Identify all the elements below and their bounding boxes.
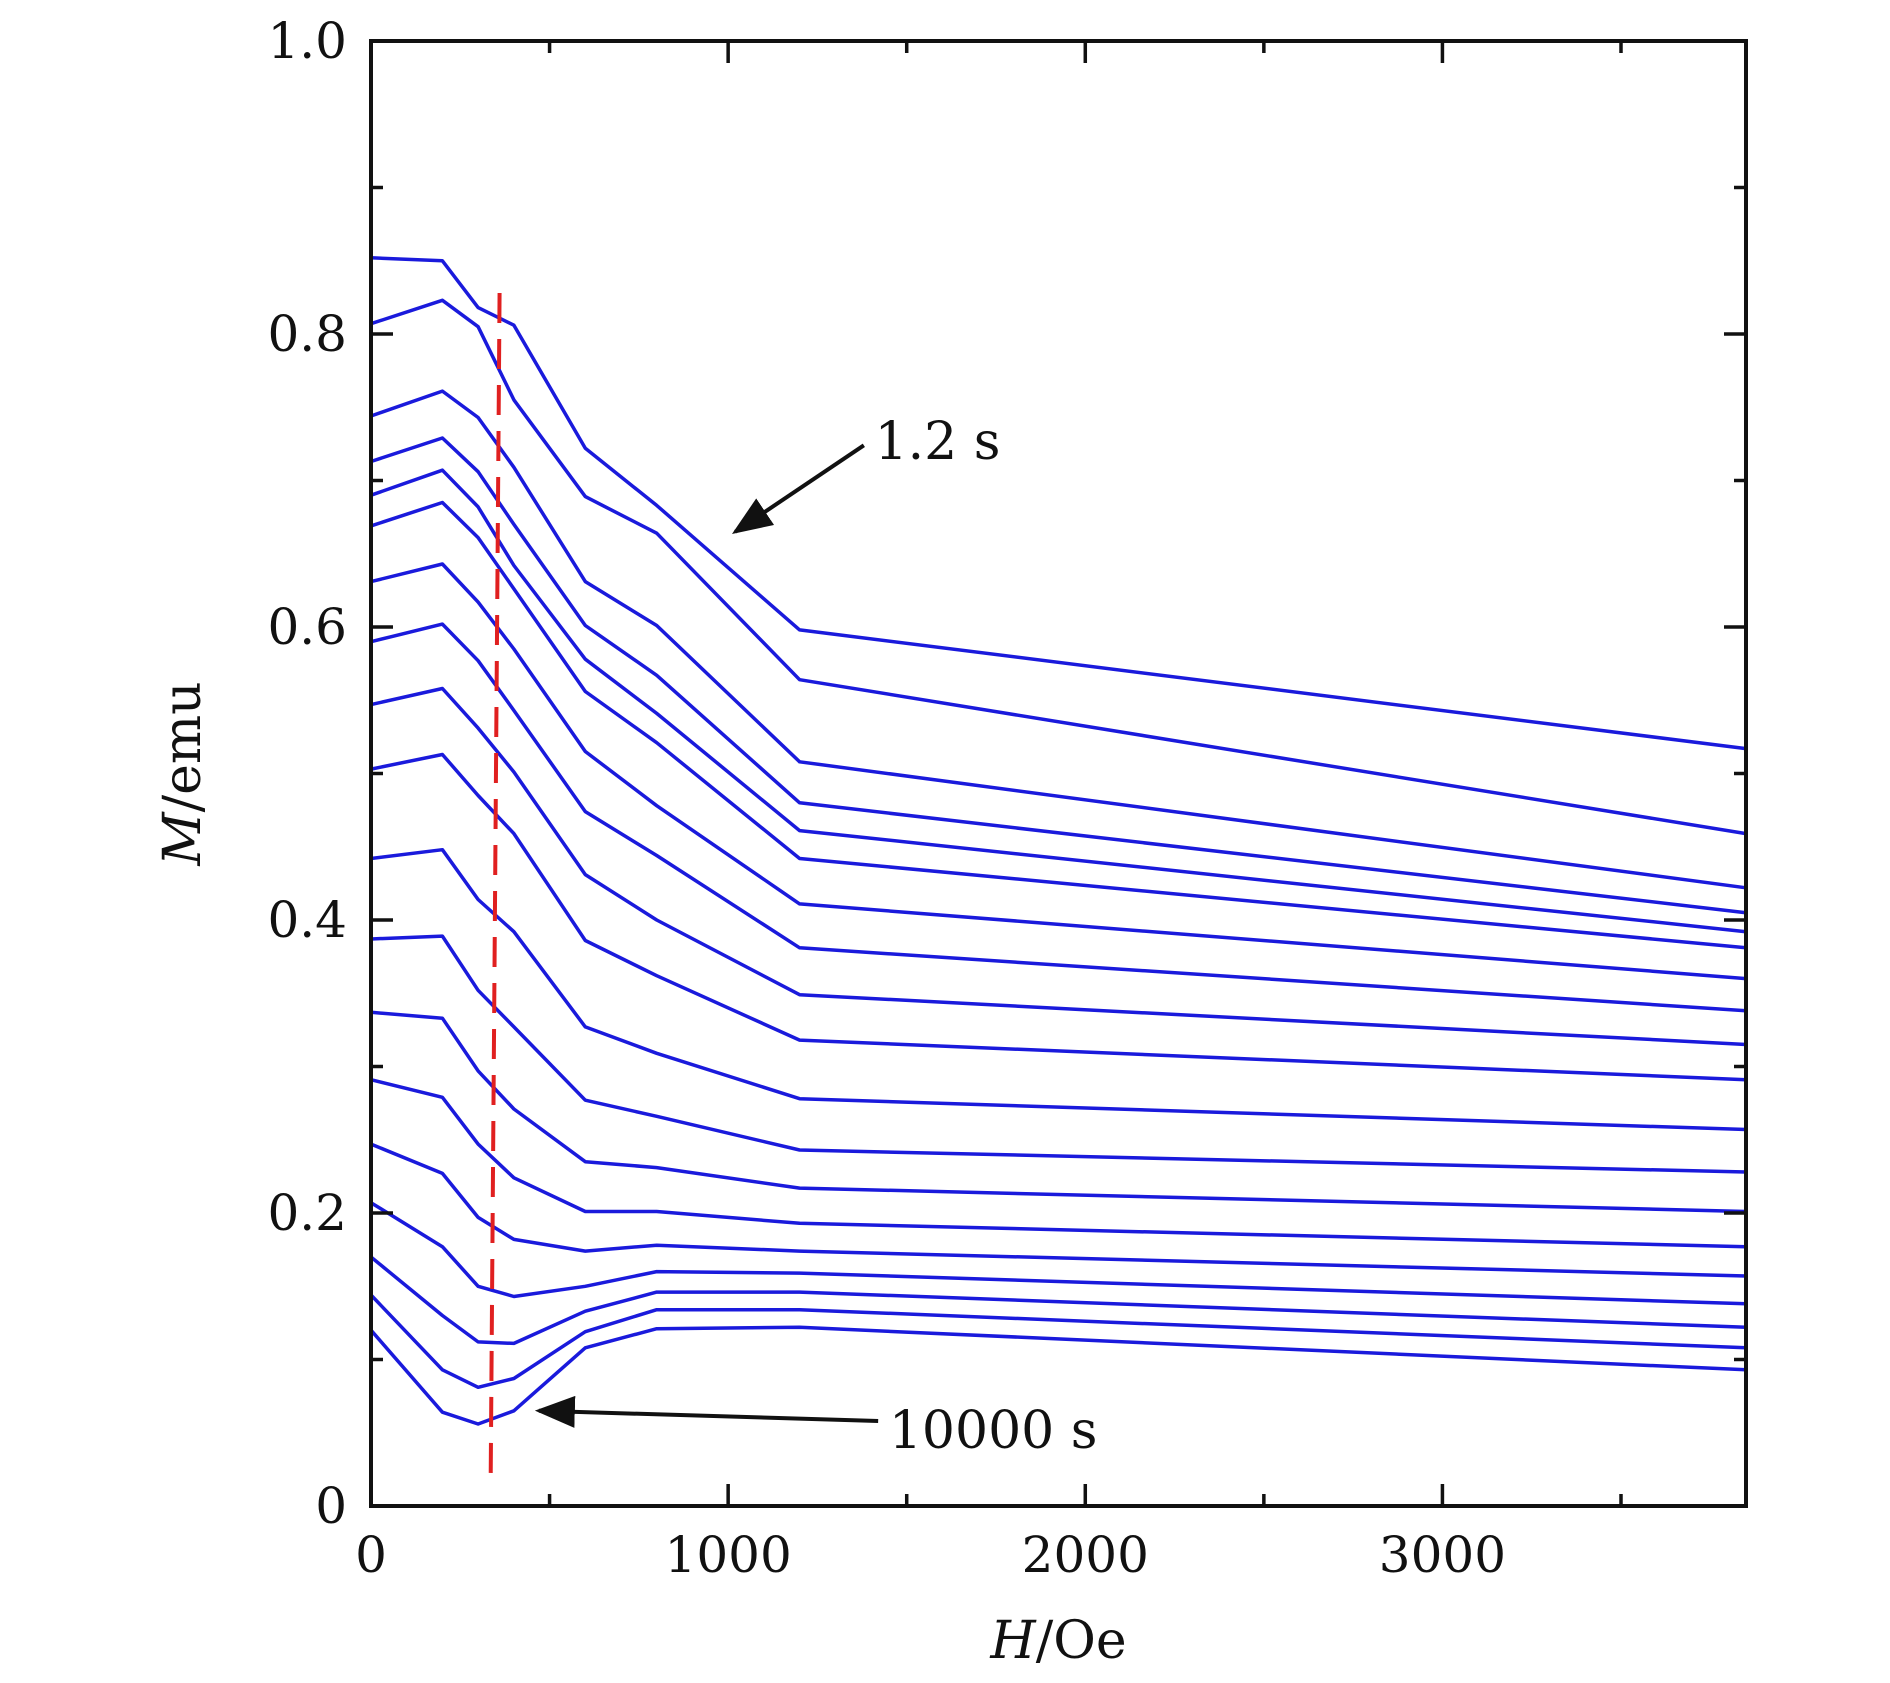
x-axis-label-unit: /Oe <box>1036 1611 1127 1671</box>
series-line-2 <box>370 298 1747 836</box>
series-line-6 <box>370 500 1747 950</box>
annotation-arrow-1 <box>731 443 865 535</box>
y-tick-label: 0.8 <box>267 305 347 363</box>
annotation-label-2: 10000 s <box>889 1401 1098 1461</box>
series-line-11 <box>370 847 1747 1132</box>
annotation-label-1: 1.2 s <box>875 412 1001 472</box>
series-line-12 <box>370 934 1747 1174</box>
x-tick-label: 1000 <box>665 1526 792 1584</box>
series-line-1 <box>370 256 1747 751</box>
y-tick-label: 0 <box>315 1477 347 1535</box>
series-line-7 <box>370 562 1747 981</box>
series-line-8 <box>370 622 1747 1013</box>
x-axis-label-symbol: H <box>989 1611 1037 1671</box>
x-tick-label: 2000 <box>1022 1526 1149 1584</box>
series-line-10 <box>370 752 1747 1082</box>
y-axis-label-symbol: M <box>153 811 213 867</box>
y-axis-label: M/emu <box>153 681 213 866</box>
series-line-9 <box>370 686 1747 1047</box>
series-line-13 <box>370 1010 1747 1214</box>
series-line-14 <box>370 1078 1747 1249</box>
series-line-15 <box>370 1142 1747 1278</box>
series-line-3 <box>370 389 1747 890</box>
series-line-18 <box>369 1293 1747 1390</box>
series-line-17 <box>369 1255 1747 1346</box>
y-tick-label: 0.2 <box>267 1184 347 1242</box>
annotation-arrow-2 <box>534 1395 879 1428</box>
series-group <box>369 256 1747 1426</box>
y-tick-label: 0.6 <box>267 598 347 656</box>
x-tick-label: 3000 <box>1379 1526 1506 1584</box>
series-line-4 <box>370 436 1747 915</box>
reference-line-group <box>488 292 502 1485</box>
tick-label-group: 0 1000 2000 3000 0 0.2 0.4 0.6 0.8 1.0 <box>267 12 1506 1584</box>
tick-group <box>369 39 1746 1508</box>
series-line-5 <box>370 468 1747 934</box>
reference-dashed-line <box>488 292 502 1485</box>
series-line-16 <box>370 1201 1747 1306</box>
x-tick-label: 0 <box>355 1526 387 1584</box>
series-line-19 <box>369 1325 1747 1426</box>
y-axis-label-unit: /emu <box>153 681 213 812</box>
y-tick-label: 1.0 <box>267 12 347 70</box>
x-axis-label: H/Oe <box>989 1611 1126 1671</box>
annotation-group: 1.2 s 10000 s <box>534 412 1098 1461</box>
y-tick-label: 0.4 <box>267 891 347 949</box>
